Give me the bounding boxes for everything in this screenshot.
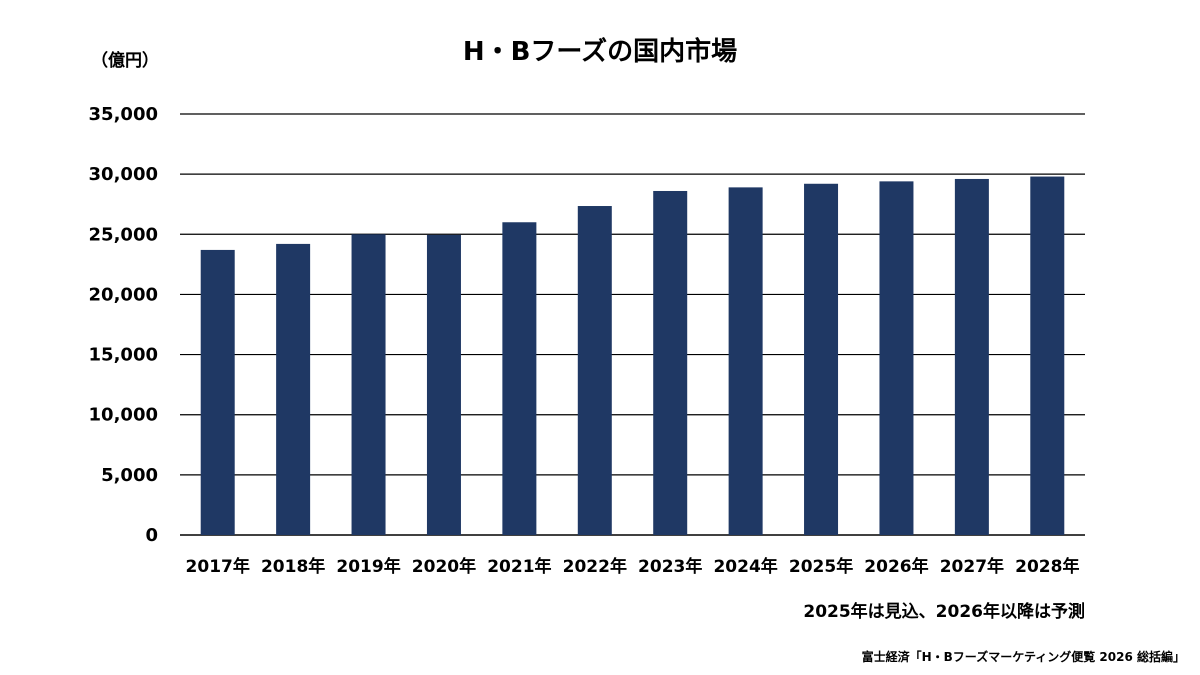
x-tick-label: 2025年: [789, 556, 853, 577]
x-tick-label: 2020年: [412, 556, 476, 577]
x-tick-label: 2028年: [1015, 556, 1079, 577]
bar-2026年: [879, 181, 914, 536]
bar-2018年: [276, 243, 311, 535]
x-tick-label: 2022年: [563, 556, 627, 577]
y-tick-label: 10,000: [89, 405, 158, 426]
y-axis-ticks: 0 5,000 10,000 15,000 20,000 25,000 30,000 35,0…: [89, 104, 158, 546]
y-tick-label: 0: [145, 525, 158, 546]
y-tick-label: 25,000: [89, 224, 158, 245]
x-tick-label: 2019年: [336, 556, 400, 577]
x-tick-label: 2023年: [638, 556, 702, 577]
bar-2020年: [426, 234, 461, 535]
bar-2023年: [653, 190, 688, 536]
bar-2027年: [954, 178, 989, 535]
x-tick-label: 2021年: [487, 556, 551, 577]
x-tick-label: 2017年: [186, 556, 250, 577]
forecast-note: 2025年は見込、2026年以降は予測: [803, 601, 1085, 622]
gridlines: [180, 113, 1085, 536]
source-citation: 富士経済「H・Bフーズマーケティング便覧 2026 総括編」: [862, 649, 1185, 664]
bars: [200, 176, 1065, 536]
x-tick-label: 2024年: [713, 556, 777, 577]
bar-2028年: [1030, 176, 1065, 535]
y-tick-label: 30,000: [89, 164, 158, 185]
bar-2017年: [200, 249, 235, 535]
bar-2022年: [577, 206, 612, 536]
bar-2024年: [728, 187, 763, 536]
x-axis-ticks: 2017年 2018年 2019年 2020年 2021年 2022年 2023年 2024年…: [186, 556, 1080, 577]
x-tick-label: 2026年: [864, 556, 928, 577]
x-tick-label: 2027年: [940, 556, 1004, 577]
y-tick-label: 15,000: [89, 345, 158, 366]
bar-2021年: [502, 222, 537, 535]
bar-2019年: [351, 234, 386, 536]
y-axis-unit-label: （億円）: [91, 50, 159, 71]
y-tick-label: 5,000: [101, 465, 158, 486]
bar-2025年: [804, 183, 839, 535]
x-tick-label: 2018年: [261, 556, 325, 577]
chart-title: H・Bフーズの国内市場: [463, 36, 737, 67]
y-tick-label: 35,000: [89, 104, 158, 125]
y-tick-label: 20,000: [89, 284, 158, 305]
